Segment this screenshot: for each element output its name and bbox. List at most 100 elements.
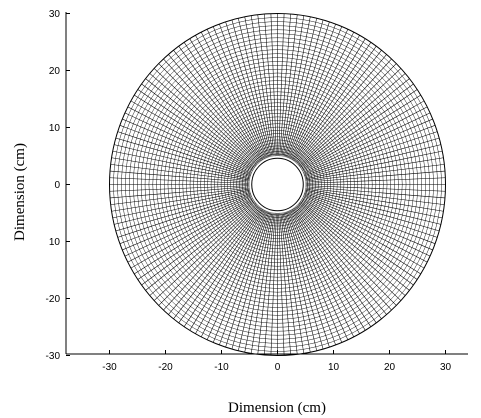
mesh-radial-line	[291, 38, 366, 161]
mesh-radial-line	[270, 212, 277, 356]
mesh-ring	[220, 126, 335, 243]
mesh-ring	[148, 53, 407, 316]
mesh-radial-line	[250, 15, 274, 157]
mesh-radial-line	[257, 212, 275, 355]
mesh-radial-line	[141, 201, 256, 286]
mesh-radial-line	[293, 207, 377, 324]
mesh-radial-line	[296, 205, 392, 311]
mesh-ring	[207, 113, 348, 256]
mesh-radial-line	[288, 210, 349, 340]
mesh-radial-line	[301, 94, 421, 170]
y-tick-label: 0	[54, 180, 60, 191]
mesh-radial-line	[290, 35, 360, 160]
mesh-radial-line	[278, 212, 285, 356]
mesh-radial-line	[219, 211, 269, 346]
mesh-radial-line	[280, 14, 298, 157]
x-tick-label: -20	[158, 362, 173, 373]
mesh-radial-line	[225, 211, 270, 348]
mesh-radial-line	[178, 207, 262, 324]
mesh-radial-line	[304, 191, 440, 232]
mesh-radial-line	[303, 118, 433, 174]
mesh-radial-line	[212, 26, 268, 159]
mesh-radial-line	[305, 177, 446, 184]
mesh-radial-line	[291, 208, 366, 331]
mesh-radial-line	[130, 198, 254, 269]
mesh-ring	[182, 87, 373, 282]
mesh-radial-line	[305, 188, 444, 212]
mesh-radial-line	[127, 197, 253, 263]
mesh-radial-line	[163, 58, 259, 164]
y-axis-title: Dimension (cm)	[12, 143, 28, 241]
mesh-radial-line	[119, 194, 252, 244]
mesh-ring	[244, 151, 311, 218]
mesh-radial-line	[287, 210, 343, 343]
mesh-radial-line	[244, 16, 273, 157]
mesh-radial-line	[168, 205, 260, 315]
mesh-radial-line	[305, 186, 446, 199]
mesh-radial-line	[124, 112, 253, 173]
mesh-ring	[117, 21, 438, 348]
mesh-radial-line	[206, 29, 267, 159]
mesh-radial-line	[304, 137, 440, 178]
annular-mesh	[109, 13, 446, 356]
mesh-ring	[200, 106, 355, 263]
mesh-radial-line	[212, 210, 268, 343]
mesh-radial-line	[279, 212, 291, 355]
mesh-radial-line	[303, 194, 436, 244]
mesh-radial-line	[115, 137, 251, 178]
mesh-ring	[239, 145, 316, 224]
mesh-radial-line	[304, 193, 438, 238]
mesh-ring	[210, 116, 345, 253]
mesh-radial-line	[195, 35, 265, 160]
mesh-radial-line	[289, 32, 355, 160]
mesh-radial-line	[231, 211, 271, 350]
y-tick-label: 10	[49, 237, 61, 248]
mesh-radial-line	[285, 21, 330, 158]
mesh-radial-line	[110, 164, 250, 182]
mesh-radial-line	[122, 118, 252, 174]
mesh-ring	[163, 68, 392, 301]
mesh-radial-line	[111, 157, 250, 181]
mesh-radial-line	[289, 209, 355, 337]
mesh-radial-line	[305, 157, 444, 181]
mesh-radial-line	[296, 58, 392, 164]
mesh-radial-line	[109, 177, 250, 184]
mesh-radial-line	[278, 13, 285, 157]
mesh-radial-line	[304, 190, 441, 225]
mesh-radial-line	[292, 42, 372, 161]
mesh-radial-line	[238, 212, 272, 351]
mesh-radial-line	[141, 83, 256, 168]
y-tick-label: 20	[49, 66, 61, 77]
mesh-radial-line	[115, 191, 251, 232]
mesh-radial-line	[270, 13, 277, 157]
mesh-radial-line	[110, 187, 250, 205]
mesh-radial-line	[294, 206, 382, 319]
mesh-radial-line	[304, 150, 443, 180]
mesh-radial-line	[231, 19, 271, 158]
mesh-ring	[217, 123, 338, 246]
mesh-radial-line	[189, 38, 264, 161]
mesh-radial-line	[109, 170, 250, 183]
mesh-radial-line	[109, 186, 250, 199]
mesh-ring	[133, 37, 422, 332]
mesh-radial-line	[219, 23, 269, 158]
mesh-radial-line	[303, 125, 436, 175]
y-tick-label: 30	[49, 9, 61, 20]
mesh-radial-line	[299, 201, 410, 291]
mesh-radial-line	[297, 203, 402, 301]
mesh-radial-line	[302, 197, 428, 263]
mesh-radial-line	[305, 185, 446, 192]
mesh-ring	[203, 109, 352, 260]
mesh-radial-line	[304, 144, 441, 179]
mesh-radial-line	[183, 42, 263, 161]
mesh-ring	[152, 57, 403, 312]
y-tick-label: -30	[46, 351, 61, 362]
mesh-radial-line	[302, 196, 431, 257]
mesh-radial-line	[153, 68, 258, 166]
mesh-radial-line	[283, 18, 317, 157]
mesh-ring	[242, 148, 313, 221]
mesh-radial-line	[264, 14, 276, 157]
mesh-radial-line	[206, 210, 267, 340]
